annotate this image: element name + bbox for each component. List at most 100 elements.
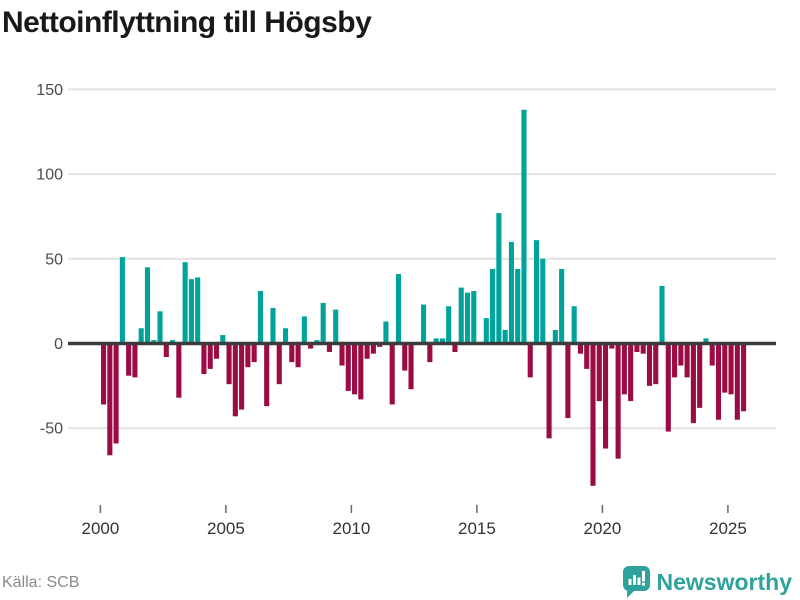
- bar-2006Q3: [264, 343, 270, 407]
- bar-2003Q4: [195, 277, 201, 344]
- bar-2007Q2: [282, 328, 289, 344]
- bar-2013Q4: [446, 306, 452, 344]
- bar-2010Q2: [358, 343, 364, 400]
- newsworthy-logo[interactable]: Newsworthy: [622, 566, 792, 599]
- bar-2005Q1: [226, 343, 232, 385]
- bar-2003Q1: [176, 343, 182, 398]
- bar-2007Q4: [295, 343, 301, 368]
- bar-2015Q3: [490, 268, 496, 344]
- bar-2001Q4: [144, 267, 151, 344]
- bar-2008Q1: [301, 316, 307, 344]
- bar-2013Q3: [439, 338, 445, 344]
- bar-2002Q2: [157, 311, 163, 344]
- y-axis-label-50: 50: [45, 251, 63, 268]
- x-axis-label-2025: 2025: [709, 519, 747, 538]
- bar-2008Q4: [320, 302, 326, 344]
- bar-2024Q2: [709, 343, 715, 366]
- bar-2014Q3: [464, 292, 471, 344]
- bar-2019Q4: [596, 343, 602, 402]
- bar-2007Q1: [276, 343, 282, 385]
- bar-2003Q3: [188, 279, 194, 344]
- bar-2002Q3: [163, 343, 169, 358]
- bar-2012Q1: [402, 343, 408, 371]
- bar-2021Q4: [646, 343, 653, 386]
- x-axis-label-2000: 2000: [81, 519, 119, 538]
- y-axis-label-0: 0: [54, 336, 63, 353]
- newsworthy-wordmark: Newsworthy: [656, 569, 792, 595]
- bar-2017Q1: [527, 343, 533, 378]
- bar-2015Q2: [483, 318, 489, 344]
- bar-2005Q3: [239, 343, 245, 410]
- bar-2014Q1: [452, 343, 458, 352]
- bar-2001Q3: [138, 328, 144, 344]
- source-note: Källa: SCB: [2, 574, 80, 591]
- bar-2022Q1: [653, 343, 659, 385]
- bar-2006Q2: [257, 290, 263, 344]
- bar-2024Q1: [703, 338, 709, 344]
- bar-2025Q3: [741, 343, 747, 412]
- bar-2000Q2: [107, 343, 113, 456]
- bar-2021Q2: [634, 343, 640, 352]
- bar-2006Q4: [270, 307, 276, 344]
- bar-2000Q4: [119, 257, 125, 344]
- bar-2000Q1: [101, 343, 107, 405]
- bar-2009Q1: [326, 343, 332, 352]
- x-axis-label-2010: 2010: [332, 519, 370, 538]
- bar-2007Q3: [289, 343, 295, 363]
- bar-2020Q2: [609, 343, 615, 349]
- bar-2010Q3: [364, 343, 370, 359]
- bar-2025Q2: [734, 343, 740, 420]
- y-axis-label-150: 150: [36, 82, 63, 99]
- x-axis-label-2005: 2005: [207, 519, 245, 538]
- bar-2016Q1: [502, 329, 508, 344]
- bar-2014Q2: [458, 287, 464, 344]
- bar-2004Q4: [220, 335, 226, 344]
- bar-2001Q2: [132, 343, 138, 378]
- bar-2017Q2: [533, 240, 540, 344]
- bar-2009Q2: [333, 309, 339, 344]
- bar-2001Q1: [126, 343, 132, 376]
- chart-title: Nettoinflyttning till Högsby: [2, 6, 372, 39]
- bar-2000Q3: [113, 343, 119, 444]
- bar-2019Q3: [590, 343, 596, 486]
- bar-2016Q2: [508, 241, 514, 344]
- bar-2023Q3: [690, 343, 696, 424]
- bar-2023Q4: [697, 343, 703, 408]
- bar-2025Q1: [728, 343, 734, 395]
- bar-2023Q1: [678, 343, 684, 366]
- bar-2018Q4: [571, 306, 577, 344]
- bar-2005Q4: [245, 343, 251, 368]
- bar-2010Q1: [352, 343, 358, 395]
- bar-2009Q4: [345, 343, 351, 391]
- x-axis-label-2020: 2020: [583, 519, 621, 538]
- bar-2012Q2: [408, 343, 414, 390]
- bar-2022Q2: [659, 285, 665, 344]
- bar-2021Q3: [640, 343, 646, 354]
- bar-2017Q4: [546, 343, 552, 439]
- bar-2011Q2: [383, 321, 389, 344]
- y-axis-label--50: -50: [40, 421, 63, 438]
- bar-2011Q4: [395, 274, 402, 344]
- bar-2022Q3: [665, 343, 671, 432]
- bar-2013Q1: [427, 343, 433, 363]
- bar-2017Q3: [540, 258, 546, 344]
- bar-2016Q4: [521, 109, 527, 344]
- bar-2015Q4: [496, 213, 502, 344]
- bar-2018Q2: [559, 268, 565, 344]
- bar-2020Q4: [621, 343, 627, 395]
- x-axis-label-2015: 2015: [458, 519, 496, 538]
- bar-2023Q2: [684, 343, 690, 378]
- bar-2016Q3: [515, 268, 521, 344]
- bar-2003Q2: [182, 262, 188, 344]
- bar-2013Q2: [433, 338, 439, 344]
- y-axis-label-100: 100: [36, 167, 63, 184]
- bar-2010Q4: [370, 343, 376, 354]
- bar-2005Q2: [232, 343, 238, 417]
- chart-canvas: 150 100 50 0 -50 2000 2005 2010 2015 2020 2025: [36, 82, 776, 538]
- bar-2021Q1: [628, 343, 634, 402]
- bar-2004Q3: [213, 343, 220, 359]
- bar-2009Q3: [339, 343, 345, 366]
- bar-2024Q4: [722, 343, 728, 393]
- bar-2018Q1: [552, 329, 558, 344]
